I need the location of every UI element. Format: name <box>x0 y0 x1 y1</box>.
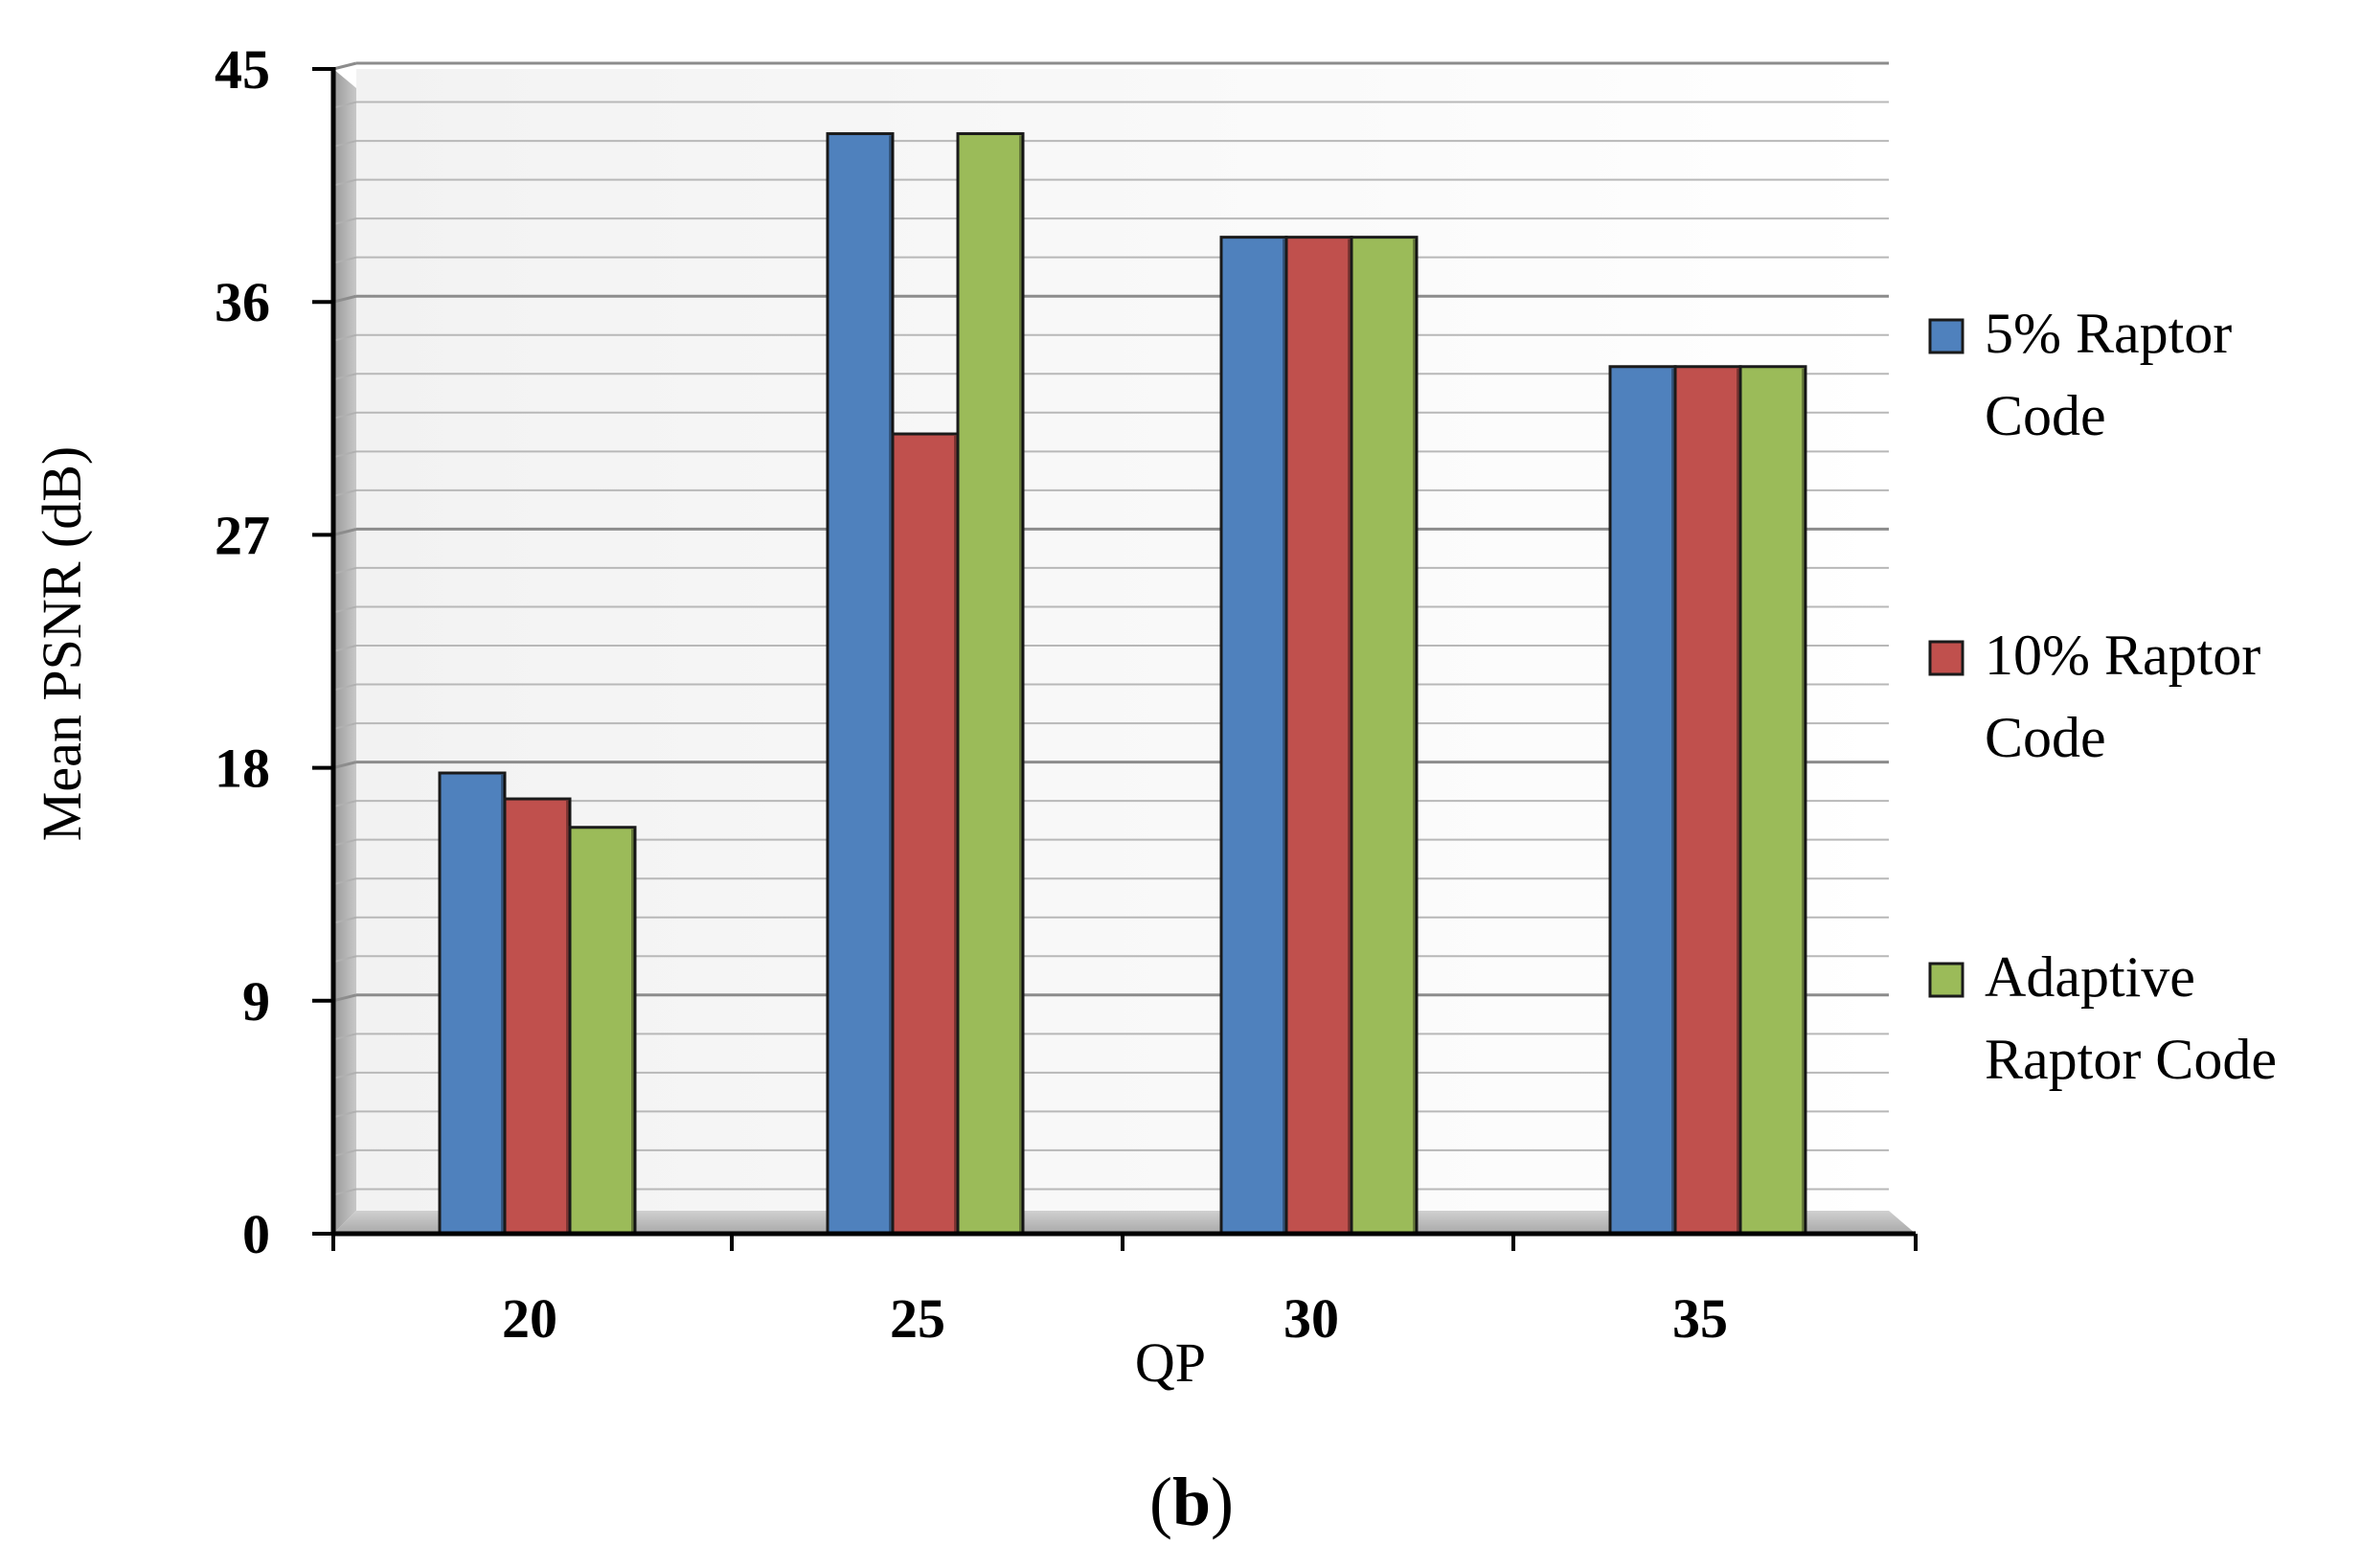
bars <box>438 132 1807 1236</box>
gridline-side <box>332 645 357 652</box>
y-tick-labels: 0 9 18 27 36 45 <box>215 38 270 1265</box>
gridline-side <box>332 1071 357 1079</box>
gridline-side <box>332 256 357 264</box>
legend-label-1-line-1: 5% Raptor <box>1985 302 2232 365</box>
bar-qp35-series3 <box>1738 365 1807 1236</box>
gridline-side <box>332 993 357 1003</box>
legend-label-2-line-2: Code <box>1985 706 2106 769</box>
bar-qp20-series2 <box>503 797 572 1236</box>
legend-label-2-line-1: 10% Raptor <box>1985 624 2260 687</box>
gridline-side <box>332 916 357 924</box>
x-tick-label-25: 25 <box>890 1287 945 1350</box>
gridline-side <box>332 683 357 692</box>
bar-qp20-series1 <box>438 771 507 1236</box>
bar-qp25-series1 <box>826 132 895 1236</box>
gridline-side <box>332 101 357 109</box>
bar-qp30-series3 <box>1350 236 1419 1236</box>
gridline-side <box>332 217 357 226</box>
bar-qp30-series1 <box>1219 236 1288 1236</box>
legend-swatch-3 <box>1928 962 1965 998</box>
gridline-side <box>332 411 357 420</box>
legend-label-3-line-1: Adaptive <box>1985 945 2195 1009</box>
y-tick-label-9: 9 <box>242 970 270 1033</box>
x-tick-label-35: 35 <box>1672 1287 1728 1350</box>
side-wall <box>333 69 356 1234</box>
axes <box>312 67 1918 1251</box>
legend-swatch-2 <box>1928 640 1965 676</box>
legend-label-3-line-2: Raptor Code <box>1985 1028 2277 1091</box>
bar-qp35-series1 <box>1608 365 1677 1236</box>
y-tick-label-18: 18 <box>215 738 270 800</box>
legend-swatch-1 <box>1928 318 1965 354</box>
gridline-side <box>332 566 357 575</box>
y-tick-label-27: 27 <box>215 504 270 566</box>
bar-qp20-series3 <box>568 826 637 1236</box>
panel-label: (b) <box>1149 1464 1234 1540</box>
legend-label-1-line-2: Code <box>1985 384 2106 447</box>
panel-label-open: ( <box>1149 1464 1172 1540</box>
gridline-side <box>332 527 357 536</box>
gridline-side <box>332 333 357 342</box>
bar-qp25-series3 <box>956 132 1025 1236</box>
gridline-side <box>332 373 357 381</box>
panel-label-letter: b <box>1172 1464 1211 1540</box>
gridline-side <box>332 722 357 731</box>
gridline-side <box>332 1148 357 1157</box>
gridline-side <box>332 877 357 886</box>
x-tick-labels: 20 25 30 35 <box>502 1287 1728 1350</box>
gridline-side <box>332 955 357 964</box>
gridline-side <box>332 761 357 770</box>
gridline-side <box>332 61 357 71</box>
gridline-side <box>332 800 357 808</box>
gridline-side <box>332 489 357 497</box>
bar-qp30-series2 <box>1284 236 1353 1236</box>
gridline-side <box>332 605 357 614</box>
bar-qp25-series2 <box>891 432 960 1236</box>
y-axis-label: Mean PSNR (dB) <box>31 446 93 841</box>
x-tick-label-30: 30 <box>1283 1287 1339 1350</box>
gridline-side <box>332 1110 357 1119</box>
y-tick-label-45: 45 <box>215 38 270 101</box>
x-tick-label-20: 20 <box>502 1287 557 1350</box>
gridline-side <box>332 1033 357 1041</box>
y-tick-label-36: 36 <box>215 271 270 333</box>
panel-label-close: ) <box>1211 1464 1234 1540</box>
gridline-side <box>332 178 357 187</box>
gridline-side <box>332 294 357 304</box>
gridline-side <box>332 450 357 459</box>
floor <box>333 1211 1916 1234</box>
y-tick-label-0: 0 <box>242 1203 270 1265</box>
gridline-side <box>332 838 357 847</box>
x-axis-label: QP <box>1135 1331 1206 1394</box>
bar-qp35-series2 <box>1673 365 1742 1236</box>
gridline-side <box>332 140 357 148</box>
gridline-side <box>332 1188 357 1196</box>
legend: 5% Raptor Code 10% Raptor Code Adaptive Rapto… <box>1928 302 2277 1091</box>
